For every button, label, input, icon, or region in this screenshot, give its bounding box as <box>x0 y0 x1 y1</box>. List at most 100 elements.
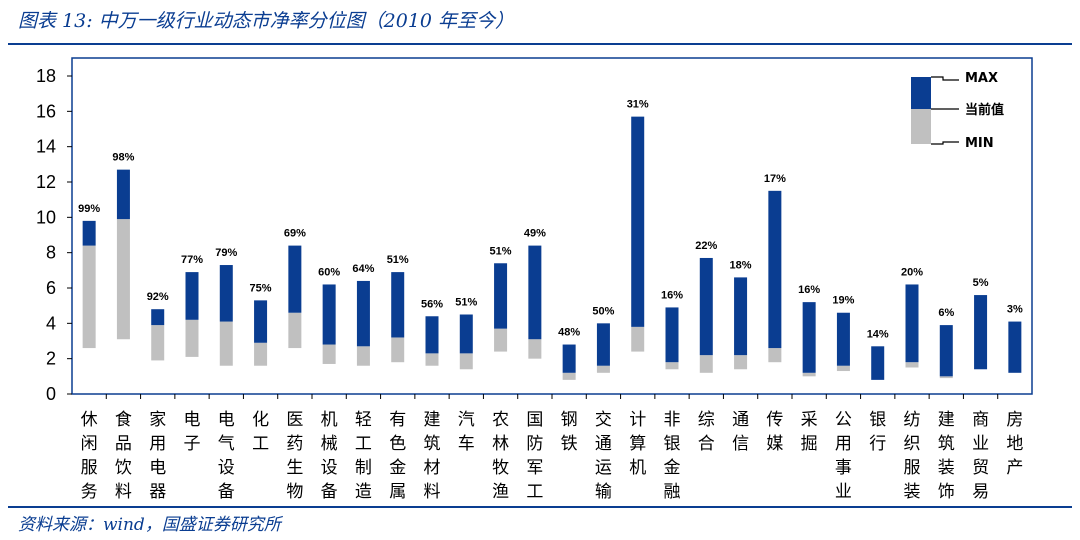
y-tick-label: 2 <box>46 349 56 369</box>
bar-max-segment <box>836 312 850 366</box>
percentile-label: 98% <box>112 152 134 164</box>
bar-max-segment <box>219 265 233 322</box>
bar-min-segment <box>665 362 679 370</box>
bar-max-segment <box>905 284 919 363</box>
percentile-label: 50% <box>592 305 614 317</box>
bar-min-segment <box>254 342 268 366</box>
category-label: 机械设备 <box>321 410 338 502</box>
bar-max-segment <box>768 190 782 349</box>
percentile-label: 64% <box>352 263 374 275</box>
plot-frame <box>71 57 1033 395</box>
bar-min-segment <box>562 372 576 380</box>
bar-min-segment <box>768 348 782 363</box>
bar-max-segment <box>425 316 439 354</box>
y-tick-label: 6 <box>46 278 56 298</box>
bar-max-segment <box>939 325 953 377</box>
category-label: 建筑材料 <box>424 410 441 502</box>
bar-min-segment <box>425 353 439 366</box>
bar-min-segment <box>734 355 748 370</box>
bar-max-segment <box>1008 321 1022 373</box>
category-label: 公用事业 <box>835 410 852 502</box>
bar-max-segment <box>974 295 988 370</box>
bar-max-segment <box>151 309 165 326</box>
bar-max-segment <box>459 314 473 354</box>
category-label: 钢铁 <box>561 410 578 454</box>
plot-border <box>71 57 1033 395</box>
bar-max-segment <box>494 263 508 329</box>
legend-min-swatch <box>911 109 931 144</box>
percentile-label: 16% <box>798 284 820 296</box>
legend-leader-line <box>931 76 959 81</box>
bar-min-segment <box>116 219 130 340</box>
legend-label: MIN <box>965 136 994 151</box>
bar-max-segment <box>391 272 405 338</box>
percentile-label: 92% <box>147 291 169 303</box>
category-label: 交通运输 <box>595 410 612 502</box>
percentile-label: 48% <box>558 327 580 339</box>
bar-max-segment <box>631 116 645 327</box>
title-rule <box>8 43 1072 45</box>
legend: MAX 当前值 MIN <box>911 71 1004 151</box>
bar-min-segment <box>185 319 199 357</box>
category-label: 商业贸易 <box>972 410 989 502</box>
category-label: 非银金融 <box>664 410 681 502</box>
bar-max-segment <box>699 257 713 356</box>
bar-min-segment <box>459 353 473 370</box>
bar-min-segment <box>836 365 850 372</box>
category-label: 有色金属 <box>389 410 406 502</box>
percentile-label: 60% <box>318 266 340 278</box>
percentile-label: 99% <box>78 203 100 215</box>
source-note: 资料来源：wind，国盛证券研究所 <box>18 515 281 535</box>
percentile-label: 69% <box>284 228 306 240</box>
category-label: 医药生物 <box>286 410 303 502</box>
category-label: 家用电器 <box>149 410 166 502</box>
percentile-label: 3% <box>1007 304 1023 316</box>
bar-max-segment <box>288 245 302 313</box>
bar-max-segment <box>734 277 748 356</box>
y-tick-label: 8 <box>46 243 56 263</box>
percentile-label: 79% <box>215 247 237 259</box>
percentile-label: 31% <box>627 99 649 111</box>
bar-max-segment <box>871 346 885 380</box>
bar-min-segment <box>82 245 96 349</box>
y-tick-label: 0 <box>46 384 56 404</box>
category-label: 房地产 <box>1006 410 1023 478</box>
bar-max-segment <box>322 284 336 345</box>
category-label: 建筑装饰 <box>938 410 955 502</box>
legend-max-swatch <box>911 77 931 109</box>
category-label: 农林牧渔 <box>492 410 509 502</box>
percentile-label: 56% <box>421 298 443 310</box>
bar-max-segment <box>254 300 268 343</box>
category-label: 采掘 <box>801 410 818 454</box>
category-label: 轻工制造 <box>355 410 372 502</box>
category-label: 传媒 <box>766 410 783 454</box>
category-label: 纺织服装 <box>904 410 921 502</box>
bar-min-segment <box>356 346 370 366</box>
y-tick-label: 12 <box>36 172 56 192</box>
y-tick-label: 14 <box>36 137 56 157</box>
category-label: 休闲服务 <box>81 410 98 502</box>
bar-min-segment <box>322 344 336 364</box>
percentile-label: 18% <box>730 259 752 271</box>
percentile-label: 6% <box>938 307 954 319</box>
bar-min-segment <box>699 355 713 373</box>
y-tick-label: 18 <box>36 66 56 86</box>
bar-min-segment <box>596 365 610 373</box>
bar-max-segment <box>185 272 199 320</box>
bar-max-segment <box>356 280 370 347</box>
percentile-label: 51% <box>455 297 477 309</box>
category-label: 食品饮料 <box>115 410 132 502</box>
category-label: 电气设备 <box>218 410 235 502</box>
bar-max-segment <box>596 323 610 366</box>
y-axis: 0 2 4 6 8 10 12 14 16 18 <box>36 66 72 404</box>
bar-min-segment <box>528 339 542 359</box>
y-tick-label: 4 <box>46 313 56 333</box>
percentile-label: 22% <box>695 240 717 252</box>
percentile-label: 51% <box>490 245 512 257</box>
bar-min-segment <box>494 328 508 352</box>
percentile-label: 14% <box>867 328 889 340</box>
figure-title: 图表 13: 中万一级行业动态市净率分位图（2010 年至今） <box>18 10 515 32</box>
bar-min-segment <box>151 325 165 361</box>
